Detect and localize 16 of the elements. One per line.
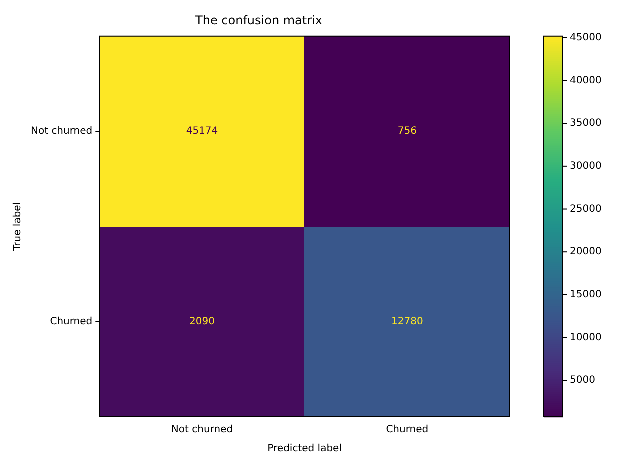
color-bar-label: 45000: [570, 32, 602, 44]
color-bar-label: 15000: [570, 290, 602, 301]
color-bar-label: 30000: [570, 161, 602, 172]
y-axis-title: True label: [12, 202, 24, 252]
color-bar-label: 20000: [570, 246, 602, 258]
chart-title: The confusion matrix: [194, 13, 322, 28]
data-label: 12780: [392, 316, 424, 328]
data-label: 756: [398, 126, 417, 138]
data-label: 2090: [190, 316, 215, 328]
color-bar-label: 10000: [570, 332, 602, 344]
color-bar-label: 25000: [570, 204, 602, 215]
color-bar-label: 5000: [570, 375, 596, 386]
color-bar-label: 35000: [570, 118, 602, 130]
data-label: 45174: [186, 126, 218, 138]
x-axis-title: Predicted label: [268, 444, 342, 455]
color-bar-label: 40000: [570, 75, 602, 86]
